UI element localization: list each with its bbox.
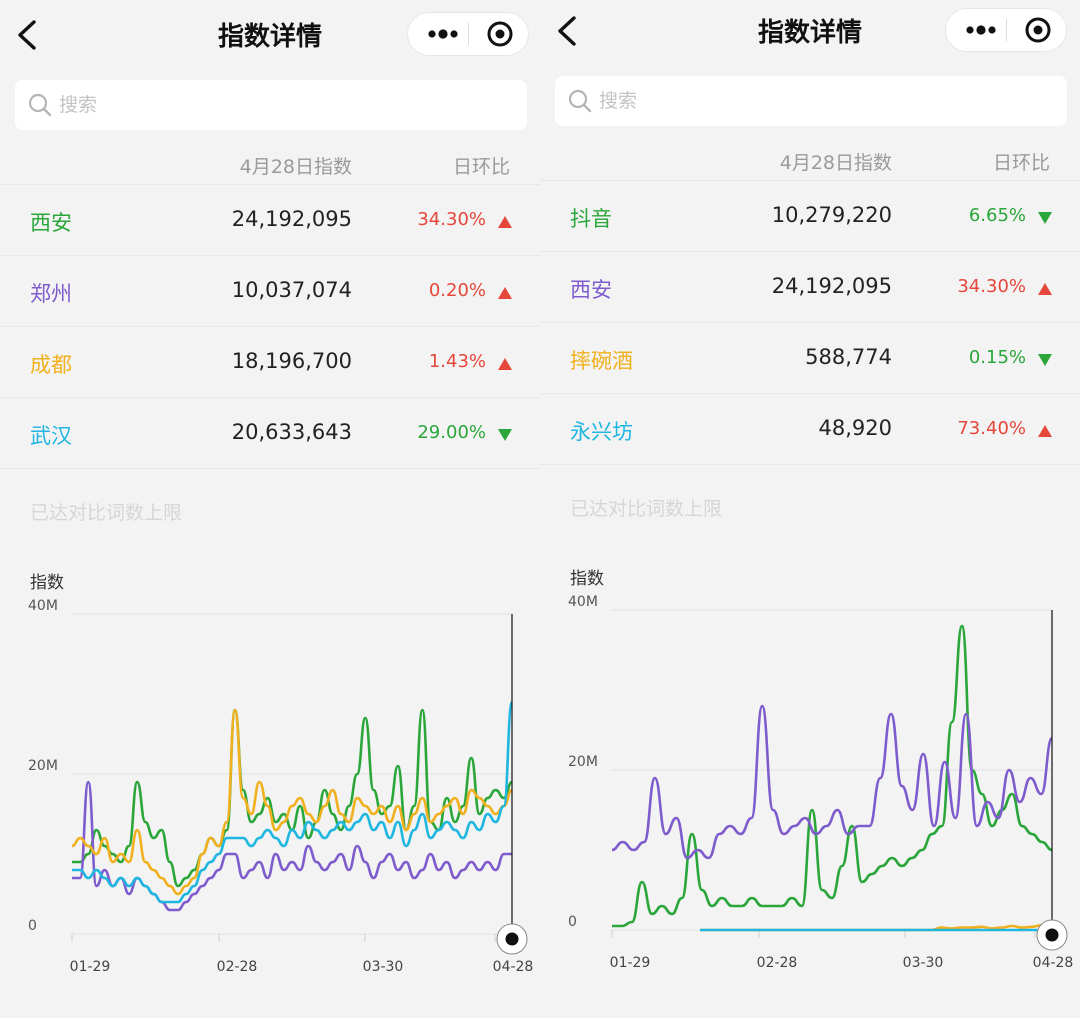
row-name: 永兴坊 (570, 420, 633, 444)
trend-arrow-icon (1038, 283, 1052, 295)
x-tick-label: 04-28 (493, 959, 534, 975)
row-change: 29.00% (417, 422, 486, 443)
row-value: 10,279,220 (771, 203, 892, 227)
row-name: 西安 (30, 211, 72, 235)
row-change: 6.65% (968, 205, 1026, 226)
capsule-divider (468, 23, 469, 45)
mini-program-capsule (945, 8, 1067, 52)
row-name: 西安 (570, 278, 612, 302)
table-row[interactable]: 西安 24,192,095 34.30% (540, 252, 1080, 323)
panel-right: 指数详情 4月28日指数 日环比 抖音 10,279,220 6.65% 西安 (540, 0, 1080, 1018)
search-input[interactable] (59, 88, 499, 122)
header-change: 日环比 (452, 156, 510, 178)
y-tick-label: 0 (28, 918, 37, 934)
table-row[interactable]: 西安 24,192,095 34.30% (0, 185, 540, 256)
row-name: 武汉 (30, 424, 72, 448)
row-change: 0.20% (428, 280, 486, 301)
table-row[interactable]: 摔碗酒 588,774 0.15% (540, 323, 1080, 394)
table-row[interactable]: 成都 18,196,700 1.43% (0, 327, 540, 398)
chart-ylabel: 指数 (570, 569, 604, 589)
trend-chart[interactable]: 40M 20M 0 01-29 02-28 03-30 04-28 (540, 592, 1080, 992)
back-arrow-icon[interactable] (12, 18, 42, 52)
row-value: 18,196,700 (231, 349, 352, 373)
trend-chart[interactable]: 40M 20M 0 01-29 02-28 03-30 04-28 (0, 596, 540, 996)
panel-left: 指数详情 4月28日指数 日环比 西安 24,192,095 34.30% 郑州 (0, 0, 540, 996)
y-tick-label: 20M (28, 758, 58, 774)
table-row[interactable]: 武汉 20,633,643 29.00% (0, 398, 540, 469)
trend-arrow-icon (1038, 212, 1052, 224)
search-bar[interactable] (15, 80, 527, 130)
header-index: 4月28日指数 (239, 156, 352, 178)
x-tick-label: 04-28 (1033, 955, 1074, 971)
cursor-handle-dot (1045, 928, 1059, 942)
page-title: 指数详情 (757, 18, 862, 48)
mini-program-capsule (407, 12, 529, 56)
search-input[interactable] (599, 84, 1039, 118)
compare-list: 抖音 10,279,220 6.65% 西安 24,192,095 34.30%… (540, 180, 1080, 465)
row-value: 24,192,095 (231, 207, 352, 231)
trend-arrow-icon (498, 287, 512, 299)
search-icon (28, 93, 52, 117)
nav-bar: 指数详情 (0, 0, 540, 70)
series-line (71, 708, 513, 896)
row-value: 24,192,095 (771, 274, 892, 298)
close-target-icon[interactable] (1018, 9, 1064, 51)
trend-arrow-icon (1038, 354, 1052, 366)
row-change: 0.15% (968, 347, 1026, 368)
table-row[interactable]: 郑州 10,037,074 0.20% (0, 256, 540, 327)
y-tick-label: 20M (568, 754, 598, 770)
series-line (71, 700, 514, 904)
row-change: 73.40% (957, 418, 1026, 439)
x-tick-label: 03-30 (363, 959, 404, 975)
header-change: 日环比 (992, 152, 1050, 174)
nav-bar: 指数详情 (540, 0, 1080, 66)
more-icon[interactable] (422, 13, 470, 55)
cursor-handle-dot (505, 932, 519, 946)
table-header: 4月28日指数 日环比 (0, 144, 540, 184)
close-target-icon[interactable] (480, 13, 526, 55)
row-change: 34.30% (417, 209, 486, 230)
header-index: 4月28日指数 (779, 152, 892, 174)
y-tick-label: 40M (28, 598, 58, 614)
row-value: 20,633,643 (231, 420, 352, 444)
y-tick-label: 40M (568, 594, 598, 610)
table-header: 4月28日指数 日环比 (540, 140, 1080, 180)
row-value: 10,037,074 (231, 278, 352, 302)
back-arrow-icon[interactable] (552, 14, 582, 48)
row-value: 48,920 (818, 416, 892, 440)
series-line (611, 704, 1054, 860)
series-line (612, 624, 1053, 928)
trend-arrow-icon (498, 358, 512, 370)
row-value: 588,774 (805, 345, 892, 369)
compare-list: 西安 24,192,095 34.30% 郑州 10,037,074 0.20%… (0, 184, 540, 469)
row-change: 34.30% (957, 276, 1026, 297)
row-name: 抖音 (570, 207, 612, 231)
row-change: 1.43% (428, 351, 486, 372)
chart-ylabel: 指数 (30, 573, 64, 593)
series-line (72, 708, 513, 888)
trend-arrow-icon (498, 216, 512, 228)
table-row[interactable]: 抖音 10,279,220 6.65% (540, 181, 1080, 252)
search-bar[interactable] (555, 76, 1067, 126)
search-icon (568, 89, 592, 113)
limit-notice: 已达对比词数上限 (570, 498, 723, 520)
row-name: 郑州 (30, 282, 72, 306)
row-name: 摔碗酒 (570, 349, 633, 373)
table-row[interactable]: 永兴坊 48,920 73.40% (540, 394, 1080, 465)
row-name: 成都 (30, 353, 72, 377)
x-tick-label: 01-29 (610, 955, 651, 971)
x-tick-label: 02-28 (217, 959, 258, 975)
more-icon[interactable] (960, 9, 1008, 51)
trend-arrow-icon (1038, 425, 1052, 437)
page-title: 指数详情 (217, 22, 322, 52)
limit-notice: 已达对比词数上限 (30, 502, 183, 524)
trend-arrow-icon (498, 429, 512, 441)
x-tick-label: 01-29 (70, 959, 111, 975)
y-tick-label: 0 (568, 914, 577, 930)
x-tick-label: 02-28 (757, 955, 798, 971)
x-tick-label: 03-30 (903, 955, 944, 971)
capsule-divider (1006, 19, 1007, 41)
